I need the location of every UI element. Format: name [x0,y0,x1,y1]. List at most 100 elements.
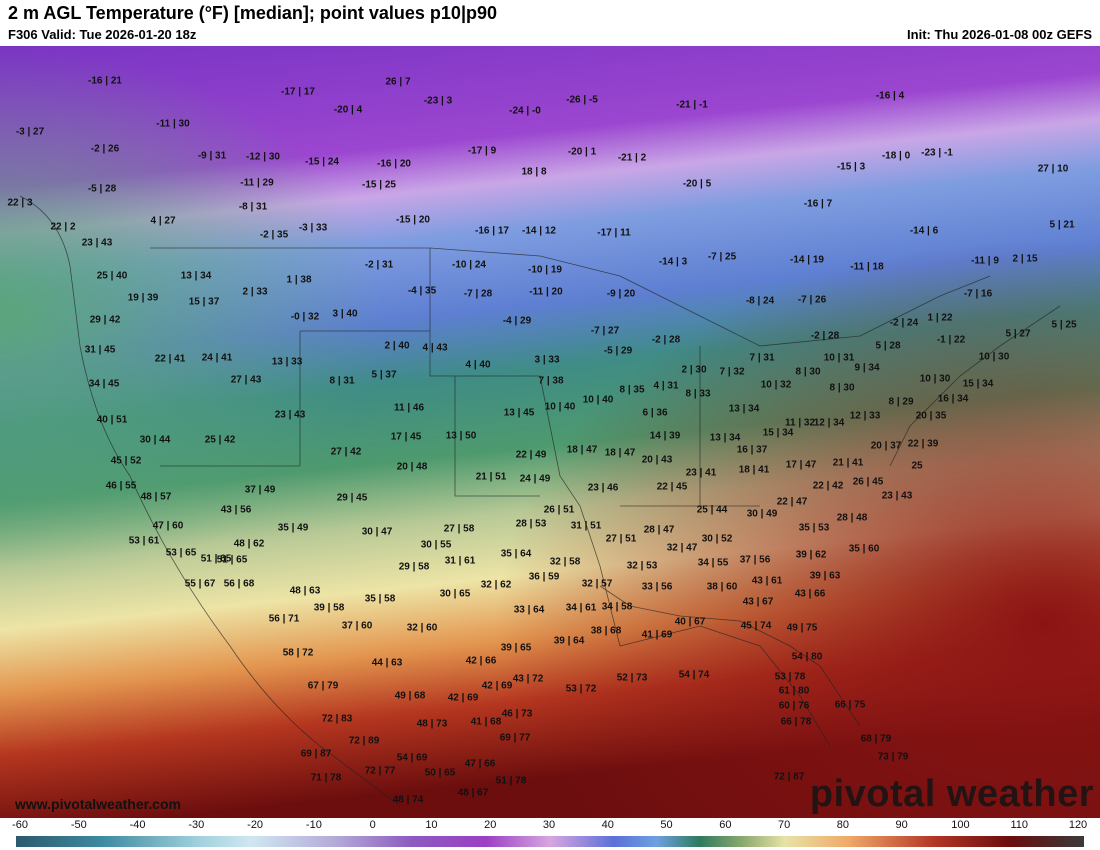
point-value-label: 48 | 67 [457,787,489,799]
point-value-label: 13 | 34 [709,432,741,444]
point-value-label: 8 | 31 [329,375,355,387]
point-value-label: 41 | 68 [470,716,502,728]
point-value-label: 68 | 79 [860,733,892,745]
point-value-label: 4 | 27 [150,215,176,227]
point-value-label: 23 | 41 [685,467,717,479]
point-value-label: 34 | 61 [565,602,597,614]
point-value-label: 72 | 87 [773,771,805,783]
point-value-label: 39 | 63 [809,570,841,582]
point-value-label: 51 | 78 [495,775,527,787]
point-value-label: 9 | 34 [854,362,880,374]
point-value-label: 10 | 31 [823,352,855,364]
point-value-label: -1 | 22 [936,334,966,346]
point-value-label: 12 | 34 [813,417,845,429]
point-value-label: 13 | 34 [728,403,760,415]
point-value-label: 21 | 51 [475,471,507,483]
colorbar-tick-label: 80 [836,819,849,831]
point-value-label: 25 | 44 [696,504,728,516]
point-value-label: -9 | 20 [606,288,636,300]
point-value-label: -16 | 20 [377,158,411,170]
point-value-label: 32 | 58 [549,556,581,568]
point-value-label: 66 | 75 [834,699,866,711]
point-value-label: -5 | 28 [87,183,117,195]
point-value-label: -20 | 1 [567,146,597,158]
point-value-label: -16 | 17 [475,225,509,237]
point-value-label: -2 | 24 [889,317,919,329]
point-value-label: -5 | 29 [603,345,633,357]
point-value-label: 4 | 43 [422,342,448,354]
colorbar-tick-label: 60 [719,819,732,831]
point-value-label: -26 | -5 [566,94,598,106]
point-value-label: -23 | -1 [921,147,953,159]
point-value-label: 47 | 66 [464,758,496,770]
point-value-label: 23 | 43 [81,237,113,249]
point-value-label: 32 | 57 [581,578,613,590]
colorbar-tick-label: 10 [425,819,438,831]
point-value-label: -16 | 7 [803,198,833,210]
point-value-label: 51 | 65 [200,553,232,565]
point-value-label: 8 | 33 [685,388,711,400]
init-time: Init: Thu 2026-01-08 00z GEFS [907,27,1092,42]
point-value-label: 22 | 49 [515,449,547,461]
point-value-label: 22 | 41 [154,353,186,365]
point-value-label: 58 | 72 [282,647,314,659]
point-value-label: 15 | 34 [762,427,794,439]
colorbar-tick-label: -60 [12,819,28,831]
point-value-label: 47 | 60 [152,520,184,532]
point-value-label: 72 | 77 [364,765,396,777]
point-value-label: 13 | 50 [445,430,477,442]
point-value-label: 69 | 77 [499,732,531,744]
point-value-label: 30 | 52 [701,533,733,545]
point-value-label: 25 | 40 [96,270,128,282]
point-value-label: -11 | 18 [850,261,884,273]
colorbar-tick-label: 20 [484,819,497,831]
point-value-label: -14 | 3 [658,256,688,268]
point-value-label: 71 | 78 [310,772,342,784]
point-value-label: 30 | 44 [139,434,171,446]
point-value-label: 7 | 38 [538,375,564,387]
point-value-label: 42 | 69 [447,692,479,704]
site-url[interactable]: www.pivotalweather.com [15,796,181,812]
point-value-label: -0 | 32 [290,311,320,323]
point-value-label: 3 | 33 [534,354,560,366]
point-value-label: 69 | 87 [300,748,332,760]
point-value-label: -4 | 35 [407,285,437,297]
point-value-label: 11 | 32 [784,417,816,429]
point-value-label: 31 | 45 [84,344,116,356]
colorbar: -60 -50 -40 -30 -20 -10 0 10 20 30 40 50 60 70 80 90 100… [0,818,1100,850]
point-value-label: 10 | 30 [919,373,951,385]
point-value-label: -17 | 11 [597,227,631,239]
point-value-label: 16 | 34 [937,393,969,405]
point-value-label: -3 | 27 [15,126,45,138]
point-value-label: -21 | -1 [676,99,708,111]
point-value-label: 15 | 37 [188,296,220,308]
point-value-label: 37 | 49 [244,484,276,496]
point-value-label: -7 | 16 [963,288,993,300]
point-value-label: 54 | 80 [791,651,823,663]
point-value-label: 22 | 39 [907,438,939,450]
point-value-label: 43 | 56 [220,504,252,516]
point-value-label: 31 | 51 [570,520,602,532]
point-value-label: 5 | 21 [1049,219,1075,231]
colorbar-tick-label: 100 [951,819,970,831]
point-value-label: 53 | 61 [128,535,160,547]
point-value-label: 48 | 73 [416,718,448,730]
point-value-label: 17 | 47 [785,459,817,471]
point-value-label: 53 | 65 [165,547,197,559]
point-value-label: 7 | 32 [719,366,745,378]
point-value-label: 8 | 29 [888,396,914,408]
point-value-label: 49 | 75 [786,622,818,634]
colorbar-tick-label: -30 [188,819,205,831]
point-value-label: 54 | 69 [396,752,428,764]
point-value-label: -2 | 26 [90,143,120,155]
point-value-label: 45 | 74 [740,620,772,632]
point-value-label: 4 | 31 [653,380,679,392]
point-value-label: 12 | 33 [849,410,881,422]
point-value-label: 22 | 45 [656,481,688,493]
point-value-label: 28 | 53 [515,518,547,530]
point-value-label: 46 | 55 [105,480,137,492]
point-value-label: 43 | 72 [512,673,544,685]
point-value-label: 73 | 79 [877,751,909,763]
point-value-label: 30 | 55 [420,539,452,551]
temperature-map[interactable]: -16 | 21 -17 | 17 26 | 7 -23 | 3 -24 | -0 -26… [0,46,1100,818]
